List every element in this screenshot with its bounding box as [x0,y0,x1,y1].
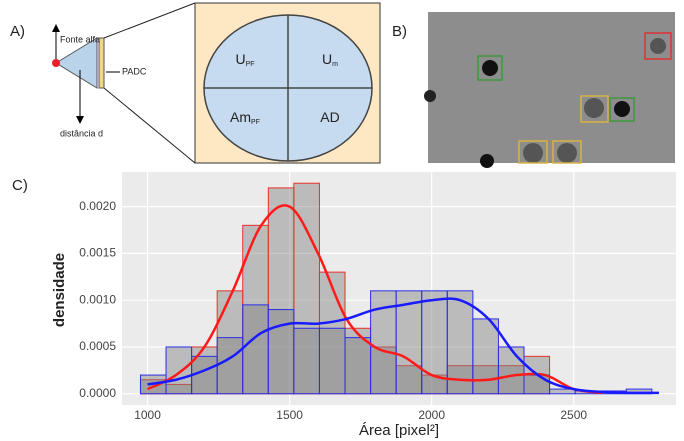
panel-label: A) [10,23,25,40]
histogram-bar [216,337,244,395]
source-label: Fonte alfa [60,34,100,44]
track [614,101,630,117]
histogram-bar [242,304,269,395]
micrograph [428,12,675,163]
track [584,98,604,118]
quadrant-label: UPF [235,51,254,68]
track [557,143,577,163]
track [424,90,436,102]
histogram-bar [191,355,218,395]
density-curve [147,297,659,395]
histogram-bar [344,337,372,395]
x-tick-label: 1500 [276,408,303,422]
source-dot [52,59,60,67]
cone [55,37,98,89]
quadrant-label: AD [320,109,339,125]
density-curve [147,204,603,395]
quadrant-text: Am [230,109,251,125]
histogram-bar [318,327,346,395]
y-tick-label: 0.0000 [79,386,116,400]
y-tick-label: 0.0015 [79,246,116,260]
histogram-bar [523,374,551,395]
y-tick-label: 0.0005 [79,339,116,353]
arrow-head [76,116,84,124]
histogram-bar [318,271,346,395]
histogram-bar [497,346,525,395]
distance-label: distância d [60,128,103,138]
x-tick-label: 2500 [560,408,587,422]
quadrant-sub: m [332,61,338,68]
quadrant-text: U [322,51,332,67]
box [644,32,672,60]
y-tick-label: 0.0020 [79,199,116,213]
quadrant-label: AmPF [230,109,260,126]
track [650,38,666,54]
track [480,154,494,168]
histogram-bar [497,365,525,395]
y-tick-label: 0.0010 [79,292,116,306]
histogram-bar [216,290,244,395]
histogram-bar [472,318,499,395]
box [518,140,548,164]
box [477,55,503,81]
zoom-line [103,87,196,164]
box [609,97,635,122]
histogram-bar [370,346,397,395]
quadrant-text: AD [320,109,339,125]
histogram-bar [267,309,295,395]
histogram-bar [344,327,372,395]
track [523,143,543,163]
track [482,60,498,76]
zoom-line [103,2,196,39]
histogram-bar [395,290,423,395]
histogram-bar [165,346,193,395]
panel-label: C) [12,177,28,194]
detector-label: PADC [122,66,147,76]
histogram-bar [293,327,320,395]
arrow-head [52,24,60,32]
quadrant-label: Um [322,51,338,68]
histogram-bar [293,182,320,395]
y-axis-title: densidade [51,253,68,327]
x-tick-label: 1000 [134,408,161,422]
x-axis-title: Área [pixel²] [359,422,439,439]
box [552,140,582,164]
panel-label: B) [392,23,407,40]
quadrant-sub: PF [246,61,255,68]
box [580,95,609,123]
quadrant-sub: PF [251,119,260,126]
quadrant-text: U [235,51,245,67]
x-tick-label: 2000 [418,408,445,422]
padc-film [98,37,105,89]
